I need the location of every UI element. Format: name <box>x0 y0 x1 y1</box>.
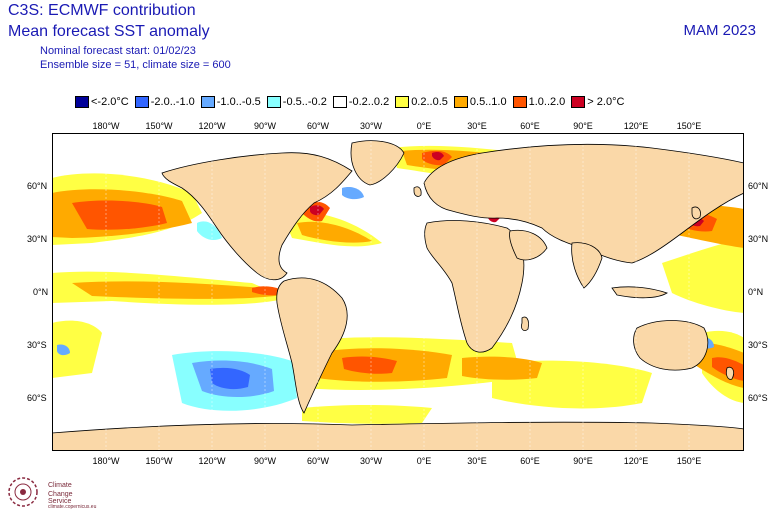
arabia <box>509 229 548 261</box>
legend-swatch <box>200 96 215 108</box>
logo-line-1: Climate <box>48 482 72 489</box>
legend-item: 1.0..2.0 <box>512 96 566 108</box>
lat-tick-label: 60°N <box>27 181 48 191</box>
legend-swatch <box>453 96 468 108</box>
lon-tick-label: 120°W <box>198 121 226 131</box>
legend-swatch <box>75 96 89 108</box>
legend-item: > 2.0°C <box>571 96 624 108</box>
graticule <box>105 133 690 451</box>
legend-label: -0.2..0.2 <box>348 96 390 108</box>
lat-tick-label: 60°N <box>748 181 769 191</box>
lon-tick-label: 120°W <box>198 456 226 466</box>
logo-line-2: Change Service <box>48 491 73 505</box>
lon-tick-label: 60°W <box>306 456 330 466</box>
lon-tick-label: 60°W <box>306 121 330 131</box>
c3s-logo-mark <box>8 477 38 507</box>
page-title: C3S: ECMWF contribution <box>8 2 196 19</box>
legend-swatch <box>395 96 410 108</box>
antarctica <box>52 421 744 451</box>
copernicus-logo: Climate Change Service climate.copernicu… <box>6 474 96 515</box>
lon-tick-label: 60°E <box>520 456 540 466</box>
lon-tick-label: 30°E <box>467 456 487 466</box>
lon-tick-label: 30°E <box>467 121 487 131</box>
greenland <box>350 140 405 186</box>
logo-line-3: climate.copernicus.eu <box>48 504 97 510</box>
lon-tick-label: 180°W <box>92 456 120 466</box>
lat-tick-label: 0°N <box>748 287 764 297</box>
africa <box>424 220 525 353</box>
madagascar <box>521 316 529 331</box>
legend-label: -2.0..-1.0 <box>150 96 195 108</box>
ensemble-size-text: Ensemble size = 51, climate size = 600 <box>40 59 231 71</box>
india <box>571 242 603 289</box>
lon-tick-label: 150°W <box>145 121 173 131</box>
land-masses <box>52 140 744 451</box>
legend-label: -1.0..-0.5 <box>216 96 261 108</box>
legend-item: 0.2..0.5 <box>395 96 448 108</box>
lon-tick-label: 120°E <box>623 456 649 466</box>
sst-anomaly-map <box>52 133 744 451</box>
lon-tick-label: 0°E <box>416 456 432 466</box>
legend-label: 0.5..1.0 <box>469 96 507 108</box>
legend-item: -0.5..-0.2 <box>266 96 327 108</box>
north-america <box>161 152 353 281</box>
legend-label: <-2.0°C <box>91 96 129 108</box>
legend-item: -0.2..0.2 <box>332 96 390 108</box>
page-subtitle: Mean forecast SST anomaly <box>8 23 210 40</box>
lon-tick-label: 120°E <box>623 121 649 131</box>
lon-tick-label: 60°E <box>520 121 540 131</box>
forecast-start-text: Nominal forecast start: 01/02/23 <box>40 45 196 57</box>
legend-swatch <box>332 96 347 108</box>
lon-tick-label: 90°W <box>253 121 277 131</box>
lat-tick-label: 30°N <box>748 234 769 244</box>
legend-label: 0.2..0.5 <box>411 96 448 108</box>
legend-label: -0.5..-0.2 <box>282 96 327 108</box>
lat-tick-label: 30°S <box>27 340 47 350</box>
legend-swatch <box>134 96 149 108</box>
lat-tick-label: 60°S <box>748 393 768 403</box>
lon-tick-label: 30°W <box>359 456 383 466</box>
lon-tick-label: 0°E <box>416 121 432 131</box>
legend-label: > 2.0°C <box>587 96 625 108</box>
lat-tick-label: 60°S <box>27 393 47 403</box>
lon-tick-label: 150°E <box>676 121 702 131</box>
season-label: MAM 2023 <box>683 22 756 39</box>
lon-tick-label: 150°W <box>145 456 173 466</box>
eurasia <box>423 143 744 264</box>
lat-tick-label: 0°N <box>33 287 49 297</box>
legend-item: 0.5..1.0 <box>453 96 507 108</box>
lat-tick-label: 30°N <box>27 234 48 244</box>
legend-swatch <box>512 96 527 108</box>
lon-tick-label: 90°W <box>253 456 277 466</box>
lon-tick-label: 90°E <box>573 121 593 131</box>
legend-swatch <box>571 96 586 108</box>
lon-tick-label: 180°W <box>92 121 120 131</box>
legend-label: 1.0..2.0 <box>528 96 566 108</box>
map-frame <box>52 133 744 451</box>
legend-item: -1.0..-0.5 <box>200 96 261 108</box>
legend-item: <-2.0°C <box>75 96 129 108</box>
new-zealand <box>725 366 735 380</box>
lon-tick-label: 150°E <box>676 456 702 466</box>
indonesia <box>611 286 668 299</box>
british-isles <box>413 186 422 197</box>
japan <box>691 206 701 220</box>
color-legend: <-2.0°C -2.0..-1.0 -1.0..-0.5 -0.5..-0.2… <box>75 94 630 110</box>
lon-tick-label: 90°E <box>573 456 593 466</box>
south-america <box>276 277 348 414</box>
legend-item: -2.0..-1.0 <box>134 96 195 108</box>
legend-swatch <box>266 96 281 108</box>
lon-tick-label: 30°W <box>359 121 383 131</box>
lat-tick-label: 30°S <box>748 340 768 350</box>
